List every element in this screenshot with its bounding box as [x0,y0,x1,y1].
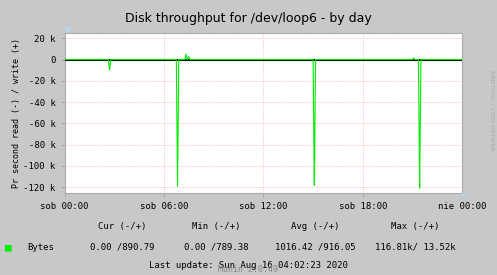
Text: Min (-/+): Min (-/+) [192,222,241,231]
Text: Last update: Sun Aug 16 04:02:23 2020: Last update: Sun Aug 16 04:02:23 2020 [149,261,348,270]
Text: Cur (-/+): Cur (-/+) [97,222,146,231]
Text: Max (-/+): Max (-/+) [391,222,439,231]
Text: Disk throughput for /dev/loop6 - by day: Disk throughput for /dev/loop6 - by day [125,12,372,25]
Text: ■: ■ [5,243,12,252]
Y-axis label: Pr second read (-) / write (+): Pr second read (-) / write (+) [11,38,20,188]
Text: Avg (-/+): Avg (-/+) [291,222,340,231]
Text: Bytes: Bytes [27,243,54,252]
Text: ▼: ▼ [65,27,70,33]
Text: Munin 2.0.49: Munin 2.0.49 [219,265,278,274]
Text: RRDTOOL / TOBI OETIKER: RRDTOOL / TOBI OETIKER [490,70,495,150]
Text: 0.00 /890.79: 0.00 /890.79 [89,243,154,252]
Text: ►: ► [462,192,468,199]
Text: 0.00 /789.38: 0.00 /789.38 [184,243,248,252]
Text: 116.81k/ 13.52k: 116.81k/ 13.52k [375,243,455,252]
Text: 1016.42 /916.05: 1016.42 /916.05 [275,243,356,252]
